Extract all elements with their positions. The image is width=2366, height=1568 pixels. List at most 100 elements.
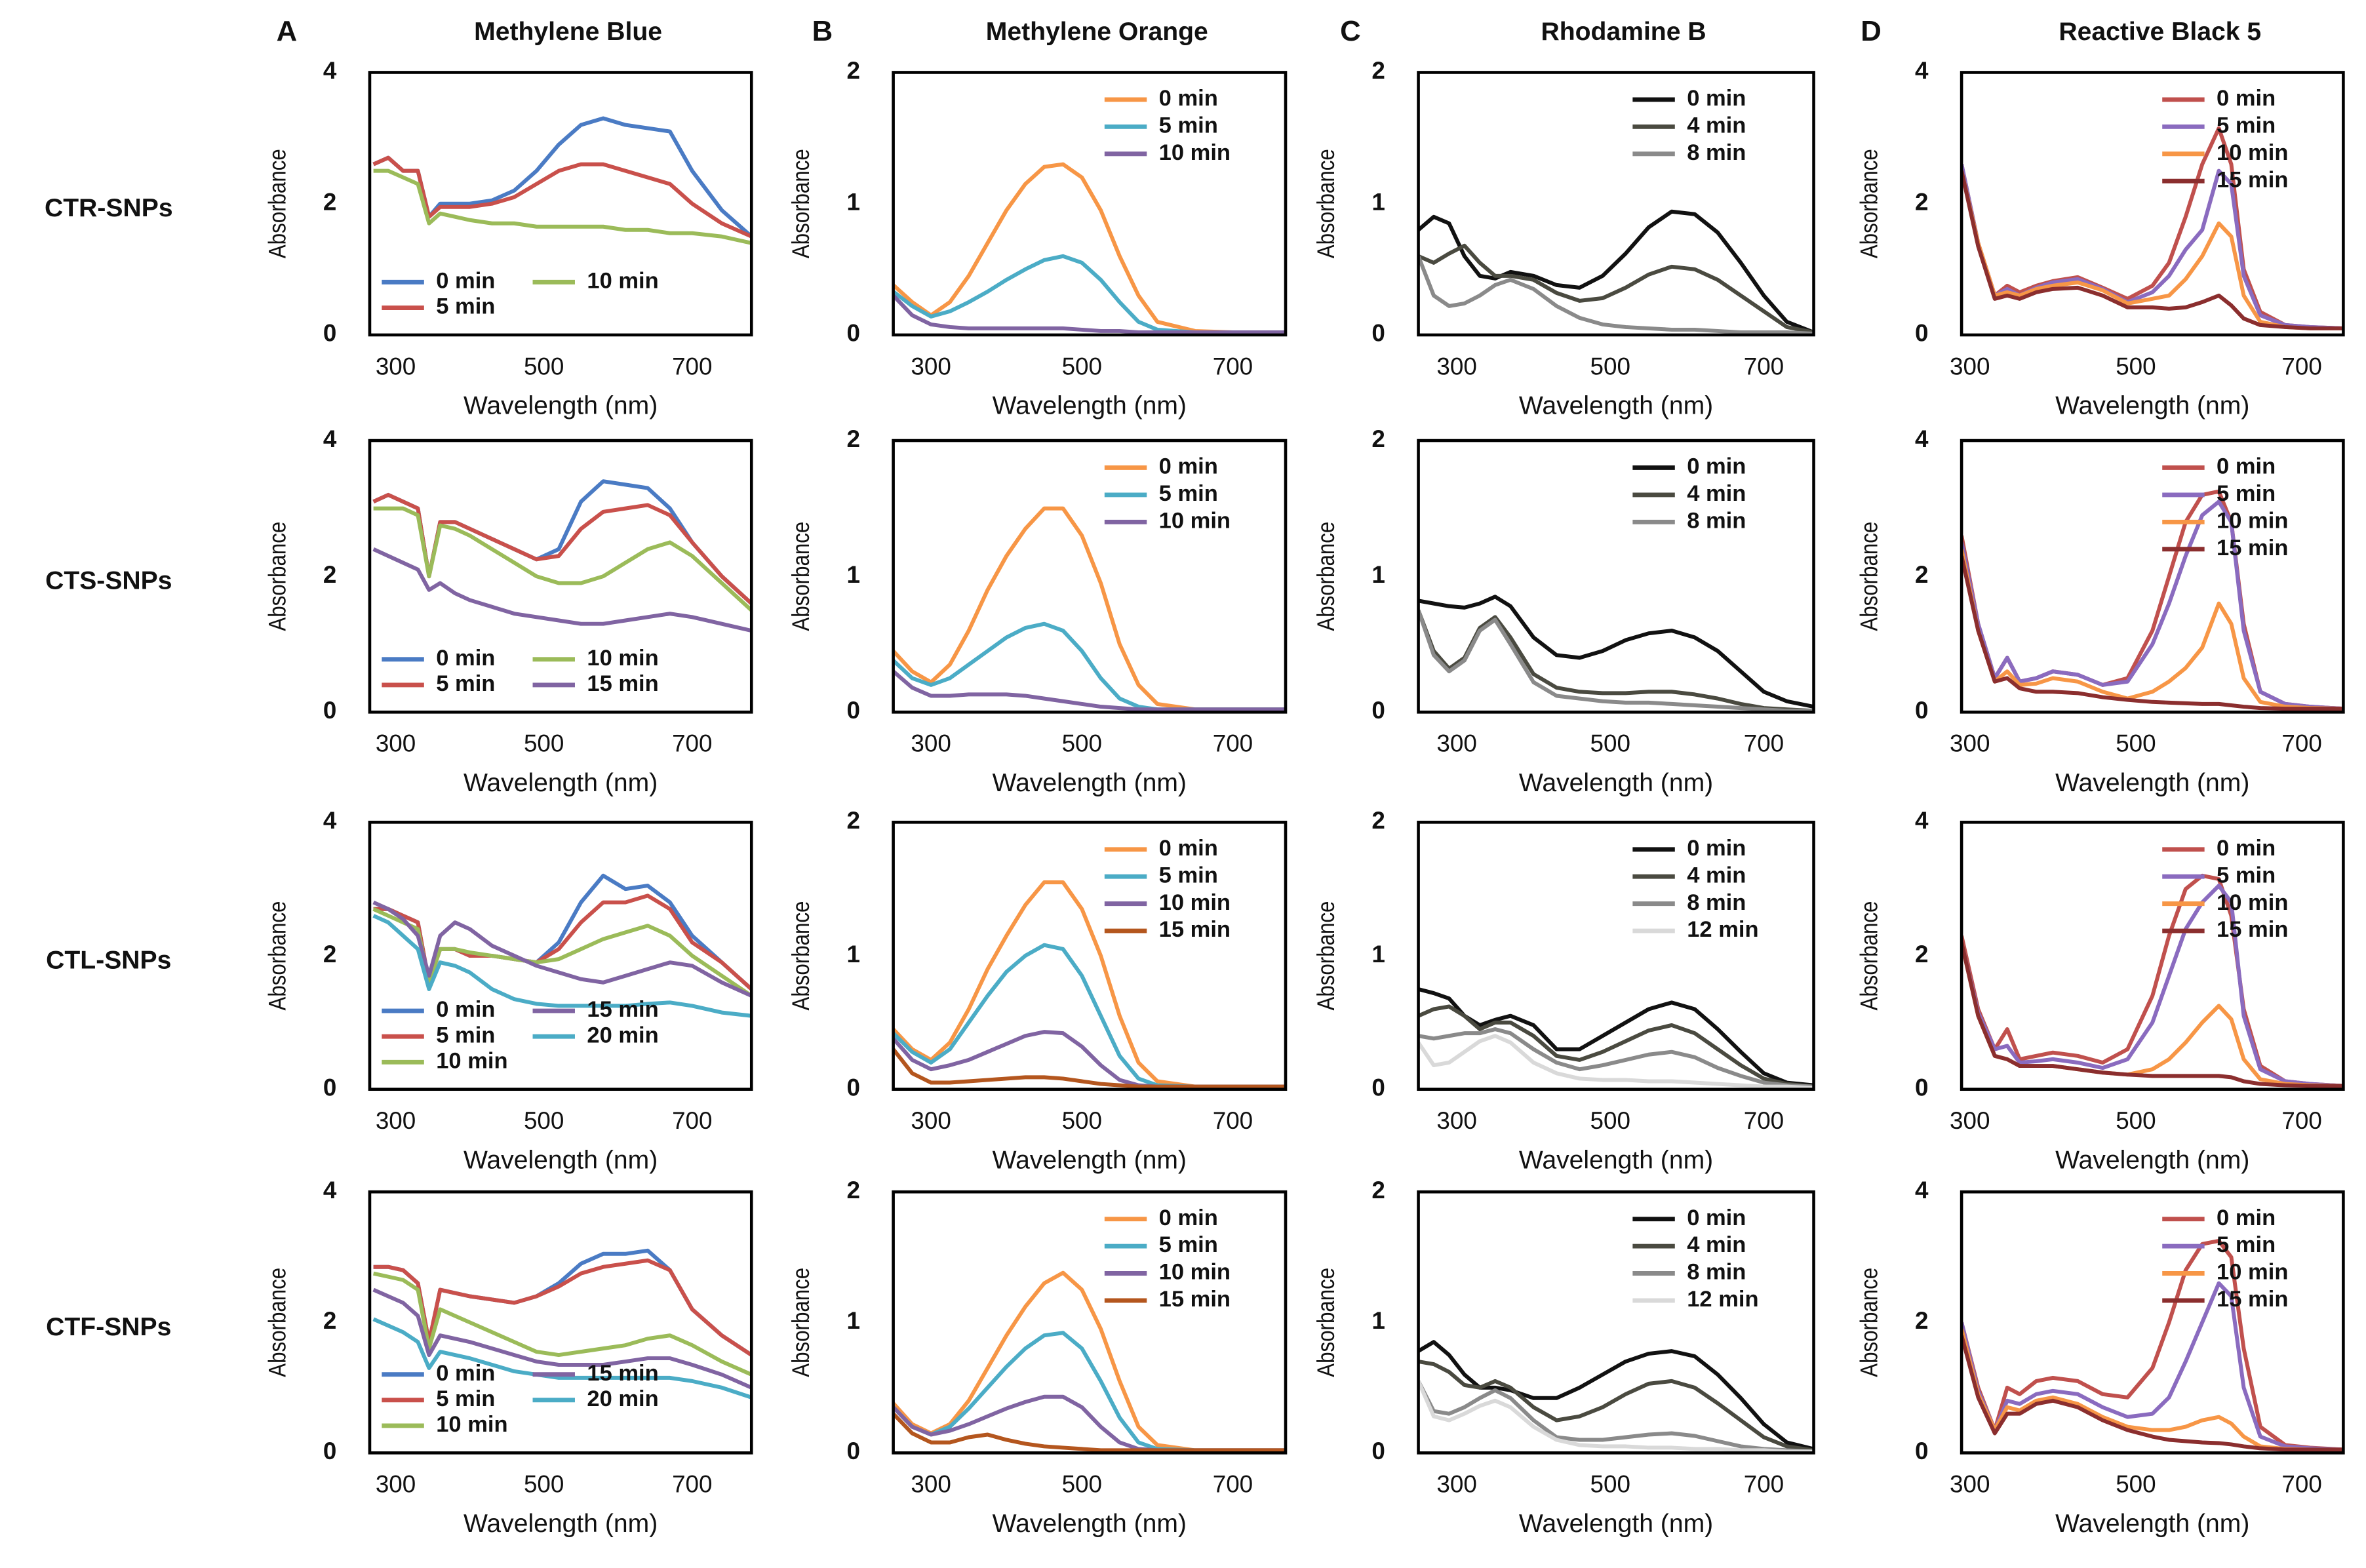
y-tick-label: 0 [1371, 1438, 1385, 1464]
legend-label: 10 min [2217, 1260, 2288, 1285]
legend-label: 4 min [1687, 1232, 1746, 1257]
series-line [1418, 1360, 1814, 1453]
x-axis-label: Wavelength (nm) [463, 1147, 658, 1175]
x-tick-label: 500 [2116, 1471, 2156, 1498]
x-tick-label: 700 [2281, 1471, 2321, 1498]
x-axis-label: Wavelength (nm) [993, 1147, 1187, 1175]
x-tick-label: 700 [1213, 1107, 1253, 1134]
x-tick-label: 300 [376, 353, 416, 380]
legend-label: 4 min [1687, 863, 1746, 888]
panel-label: A [277, 15, 298, 47]
series-line [1418, 609, 1814, 713]
y-tick-label: 2 [1371, 425, 1385, 452]
x-tick-label: 500 [2116, 730, 2156, 757]
x-tick-label: 700 [1744, 1107, 1784, 1134]
legend-label: 10 min [436, 1048, 507, 1073]
y-axis-label: Absorbance [788, 149, 815, 258]
series-line [1418, 1027, 1814, 1089]
plot-frame [892, 1190, 1288, 1455]
x-tick-label: 700 [1744, 353, 1784, 380]
y-tick-label: 2 [1371, 807, 1385, 834]
legend-label: 15 min [1159, 917, 1231, 942]
x-tick-label: 300 [1436, 1471, 1476, 1498]
legend-label: 5 min [2217, 113, 2276, 138]
y-tick-label: 0 [323, 1438, 336, 1464]
y-axis-label: Absorbance [1313, 1268, 1340, 1377]
y-tick-label: 0 [846, 1074, 859, 1101]
legend-label: 5 min [1159, 113, 1218, 138]
legend-label: 0 min [1159, 86, 1218, 111]
legend-label: 20 min [587, 1386, 658, 1411]
y-tick-label: 0 [846, 697, 859, 724]
legend-label: 5 min [436, 1023, 495, 1048]
row-label: CTL-SNPs [46, 947, 171, 975]
series-line [372, 547, 752, 633]
y-tick-label: 2 [323, 1307, 336, 1334]
legend-label: 5 min [2217, 863, 2276, 888]
x-tick-label: 300 [1950, 730, 1990, 757]
series-line [1418, 255, 1814, 335]
series-line [893, 254, 1286, 334]
plot-frame [1417, 71, 1815, 337]
series-line [1418, 1340, 1814, 1451]
series-line [1418, 595, 1814, 709]
legend-label: 8 min [1687, 140, 1746, 165]
y-tick-label: 1 [1371, 561, 1385, 588]
y-tick-label: 2 [1371, 57, 1385, 84]
series-line [893, 1331, 1286, 1453]
x-tick-label: 300 [1436, 1107, 1476, 1134]
x-tick-label: 500 [524, 1107, 564, 1134]
x-tick-label: 500 [524, 1471, 564, 1498]
legend-label: 0 min [2217, 836, 2276, 861]
series-line [1418, 987, 1814, 1088]
series-line [372, 1287, 752, 1390]
y-axis-label: Absorbance [788, 1268, 815, 1377]
x-tick-label: 500 [524, 353, 564, 380]
legend-label: 5 min [1159, 481, 1218, 506]
x-tick-label: 500 [1590, 353, 1630, 380]
y-tick-label: 2 [1915, 188, 1928, 215]
legend-label: 0 min [436, 269, 495, 294]
chart-title: Methylene Orange [986, 18, 1208, 46]
chart-title: Reactive Black 5 [2059, 18, 2261, 46]
y-tick-label: 4 [323, 57, 337, 84]
x-axis-label: Wavelength (nm) [463, 1510, 658, 1538]
plot-frame [368, 71, 753, 337]
legend-label: 10 min [587, 646, 658, 671]
legend-label: 10 min [1159, 890, 1231, 915]
x-tick-label: 500 [1590, 1107, 1630, 1134]
y-tick-label: 2 [323, 941, 336, 968]
series-line [893, 506, 1286, 712]
plot-frame [1960, 439, 2345, 714]
y-axis-label: Absorbance [264, 149, 291, 258]
plot-frame [1417, 439, 1815, 714]
series-line [1418, 1380, 1814, 1453]
x-tick-label: 300 [911, 1107, 951, 1134]
legend-label: 0 min [2217, 454, 2276, 479]
legend-label: 15 min [2217, 536, 2288, 560]
x-tick-label: 300 [911, 353, 951, 380]
x-tick-label: 300 [1950, 1107, 1990, 1134]
legend-label: 15 min [587, 1361, 658, 1386]
x-tick-label: 300 [911, 1471, 951, 1498]
y-tick-label: 4 [1915, 57, 1929, 84]
y-tick-label: 2 [846, 425, 859, 452]
plot-frame [368, 1190, 753, 1455]
x-axis-label: Wavelength (nm) [993, 392, 1187, 420]
legend-label: 5 min [436, 1386, 495, 1411]
legend-label: 0 min [436, 646, 495, 671]
y-tick-label: 0 [1371, 697, 1385, 724]
y-tick-label: 2 [323, 561, 336, 588]
legend-label: 5 min [1159, 863, 1218, 888]
x-tick-label: 500 [1062, 1471, 1102, 1498]
y-tick-label: 4 [1915, 425, 1929, 452]
legend-label: 0 min [2217, 1205, 2276, 1230]
x-tick-label: 500 [1590, 730, 1630, 757]
y-tick-label: 2 [846, 57, 859, 84]
series-line [1962, 1238, 2344, 1452]
legend-label: 5 min [2217, 481, 2276, 506]
x-axis-label: Wavelength (nm) [1519, 1147, 1713, 1175]
x-tick-label: 700 [1213, 353, 1253, 380]
legend-label: 10 min [1159, 1260, 1231, 1285]
